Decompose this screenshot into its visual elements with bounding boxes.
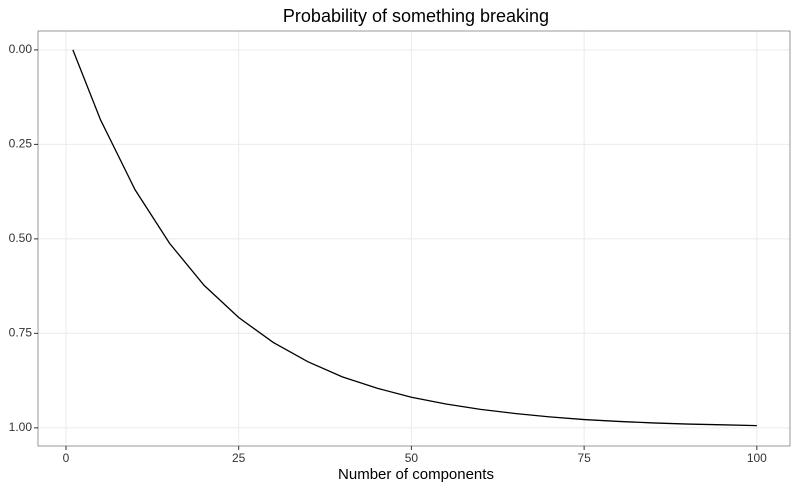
x-tick-label: 0 [63, 451, 70, 465]
x-tick-label: 50 [405, 451, 419, 465]
plot-border [37, 30, 791, 447]
line-series [72, 49, 757, 427]
y-tick-label: 0.50 [9, 231, 33, 245]
x-tick-label: 75 [577, 451, 591, 465]
y-tick-label: 0.75 [9, 326, 33, 340]
chart-title: Probability of something breaking [283, 6, 549, 26]
x-tick-label: 25 [232, 451, 246, 465]
y-tick-label: 0.25 [9, 137, 33, 151]
y-tick-label: 0.00 [9, 42, 33, 56]
x-axis-label: Number of components [338, 466, 494, 483]
x-tick-label: 100 [747, 451, 767, 465]
y-tick-label: 1.00 [9, 420, 33, 434]
